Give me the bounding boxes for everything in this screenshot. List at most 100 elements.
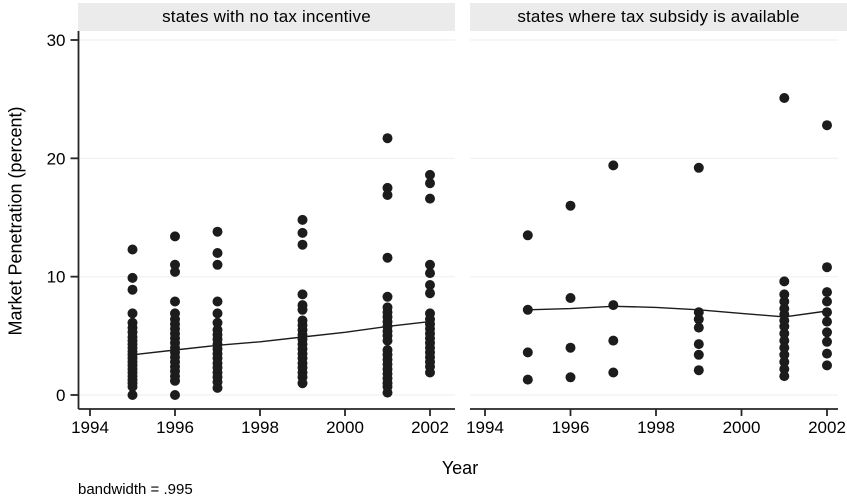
- scatter-point: [212, 382, 223, 393]
- scatter-point: [822, 336, 832, 347]
- scatter-point: [212, 248, 223, 258]
- scatter-point: [297, 378, 308, 389]
- x-tick-label: 2000: [723, 418, 761, 437]
- scatter-point: [565, 200, 576, 211]
- scatter-point: [779, 289, 790, 300]
- panel-right-lowess-line: [527, 305, 828, 318]
- panel-title-left: states with no tax incentive: [78, 3, 455, 31]
- scatter-point: [779, 276, 790, 287]
- panel-title-right: states where tax subsidy is available: [470, 3, 847, 31]
- scatter-point: [779, 335, 790, 346]
- scatter-point: [693, 314, 704, 325]
- scatter-point: [822, 316, 832, 327]
- scatter-point: [212, 296, 223, 307]
- scatter-point: [565, 293, 576, 303]
- scatter-point: [822, 360, 832, 371]
- x-tick-label: 2002: [808, 418, 846, 437]
- x-tick-label: 2000: [326, 418, 364, 437]
- scatter-point: [170, 231, 180, 242]
- scatter-point: [565, 372, 576, 383]
- scatter-point: [425, 268, 435, 279]
- scatter-point: [127, 244, 138, 255]
- scatter-point: [127, 390, 138, 400]
- panel-left-lowess-line: [132, 320, 431, 356]
- scatter-point: [822, 296, 832, 307]
- scatter-point: [127, 381, 138, 392]
- scatter-point: [779, 342, 790, 353]
- scatter-point: [382, 190, 393, 200]
- x-tick-label: 1998: [241, 418, 279, 437]
- scatter-point: [382, 252, 393, 263]
- scatter-point: [779, 296, 790, 307]
- scatter-point: [608, 300, 619, 311]
- scatter-point: [170, 390, 180, 400]
- scatter-point: [779, 371, 790, 382]
- scatter-point: [693, 162, 704, 173]
- panel-left-points: [127, 133, 435, 400]
- scatter-point: [212, 308, 223, 319]
- scatter-point: [212, 259, 223, 270]
- scatter-point: [779, 93, 790, 103]
- scatter-point: [822, 348, 832, 359]
- scatter-point: [779, 349, 790, 360]
- scatter-point: [170, 296, 180, 307]
- scatter-point: [425, 193, 435, 204]
- y-tick-label: 10: [47, 268, 66, 287]
- scatter-point: [779, 328, 790, 339]
- scatter-point: [127, 272, 138, 283]
- panel-title-left-text: states with no tax incentive: [162, 7, 371, 26]
- x-tick-label: 2002: [411, 418, 449, 437]
- scatter-point: [693, 349, 704, 360]
- scatter-point: [170, 266, 180, 277]
- x-tick-label: 1994: [466, 418, 504, 437]
- scatter-point: [382, 387, 393, 398]
- scatter-point: [382, 335, 393, 346]
- scatter-point: [425, 178, 435, 189]
- scatter-point: [127, 308, 138, 319]
- scatter-point: [425, 259, 435, 270]
- scatter-point: [522, 230, 533, 241]
- scatter-point: [822, 120, 832, 131]
- scatter-point: [822, 327, 832, 338]
- scatter-point: [425, 367, 435, 378]
- x-tick-label: 1994: [71, 418, 109, 437]
- scatter-point: [522, 347, 533, 358]
- scatter-point: [822, 262, 832, 273]
- x-axis-label: Year: [441, 458, 479, 478]
- scatter-point: [297, 289, 308, 300]
- scatter-point: [779, 356, 790, 367]
- scatter-point: [522, 374, 533, 385]
- scatter-point: [297, 304, 308, 315]
- scatter-point: [297, 239, 308, 250]
- panel-right-points: [522, 93, 832, 385]
- x-tick-label: 1996: [156, 418, 194, 437]
- scatter-point: [779, 321, 790, 332]
- scatter-point: [425, 169, 435, 180]
- scatter-point: [822, 307, 832, 318]
- scatter-point: [693, 365, 704, 376]
- panel-title-right-text: states where tax subsidy is available: [517, 7, 800, 26]
- bandwidth-note: bandwidth = .995: [78, 481, 193, 498]
- y-tick-label: 30: [47, 31, 66, 50]
- scatter-point: [127, 284, 138, 295]
- scatter-point: [425, 280, 435, 290]
- scatter-point: [425, 288, 435, 299]
- y-tick-label: 20: [47, 149, 66, 168]
- scatter-point: [382, 291, 393, 302]
- scatter-point: [779, 364, 790, 374]
- scatter-point: [608, 335, 619, 346]
- x-tick-label: 1996: [552, 418, 590, 437]
- scatter-point: [382, 182, 393, 193]
- scatter-point: [297, 214, 308, 225]
- scatter-point: [212, 226, 223, 237]
- scatter-point: [693, 339, 704, 350]
- x-tick-label: 1998: [637, 418, 675, 437]
- scatter-point: [170, 259, 180, 270]
- scatter-point: [822, 287, 832, 298]
- y-tick-label: 0: [56, 386, 65, 405]
- scatter-point: [297, 227, 308, 238]
- scatter-point: [565, 342, 576, 353]
- scatter-point: [608, 160, 619, 171]
